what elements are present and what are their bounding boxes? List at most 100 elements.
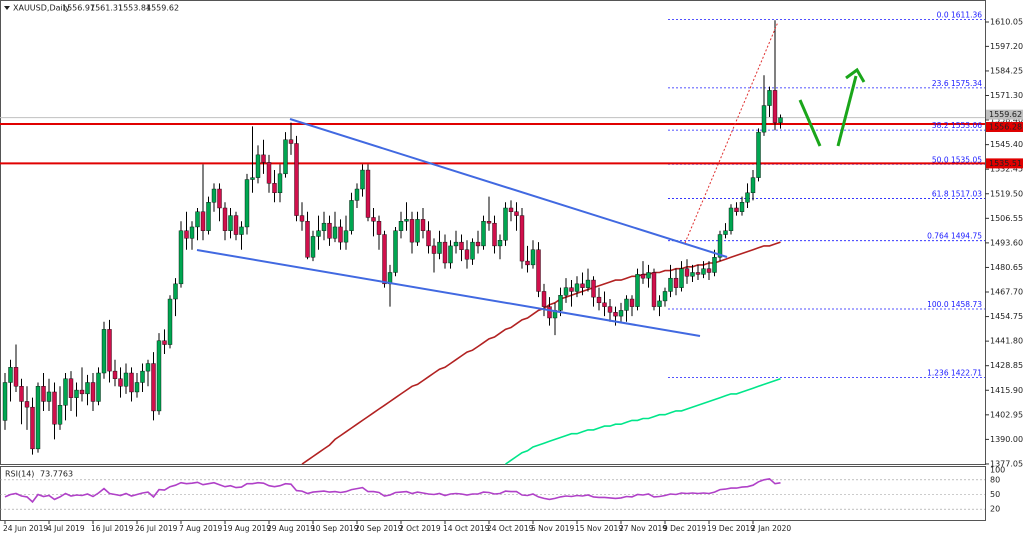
candle-body (475, 241, 481, 247)
candle-body (596, 296, 602, 304)
upper-trendline (289, 118, 728, 258)
candle-body (382, 234, 387, 285)
candle-body (673, 277, 679, 288)
y-tick-label: 1584.25 (990, 66, 1023, 75)
candle-body (57, 405, 63, 425)
candle-body (657, 300, 662, 307)
fib-label: 61.8 1517.03 (932, 189, 982, 198)
y-tick-label: 1558.40 (990, 115, 1023, 124)
candle-body (481, 221, 486, 247)
candle-body (8, 367, 13, 383)
y-tick-label: 1415.90 (990, 386, 1023, 395)
candle-body (585, 279, 591, 288)
candle-body (101, 329, 107, 374)
candle-body (283, 139, 288, 175)
y-tick-label: 1402.95 (990, 410, 1023, 419)
candle-body (635, 274, 640, 307)
candle-body (756, 131, 761, 178)
symbol: XAUUSD,Daily (13, 4, 70, 13)
price-box (986, 109, 1023, 120)
y-tick-label: 1519.50 (990, 189, 1023, 198)
price-box-label: 1535.51 (989, 159, 1022, 168)
price-box-label: 1559.62 (989, 110, 1022, 119)
candle-body (277, 173, 283, 194)
candle-body (206, 202, 211, 231)
candle-body (140, 370, 145, 383)
green-arrow (798, 99, 822, 147)
fib-label: 50.0 1535.05 (932, 155, 982, 164)
header: XAUUSD,Daily 1556.97 1561.31 1553.84 155… (4, 4, 179, 13)
y-tick-label: 1390.00 (990, 435, 1023, 444)
candle-body (695, 272, 701, 275)
candle-body (514, 211, 519, 216)
candle-body (613, 312, 618, 317)
candle-body (547, 306, 552, 319)
candle-body (739, 202, 745, 212)
x-tick-label: 15 Nov 2019 (575, 524, 623, 533)
candle-body (679, 268, 684, 288)
candle-body (448, 245, 453, 264)
lower-trendline (196, 249, 701, 337)
candle-body (365, 169, 371, 218)
candle-body (591, 279, 596, 298)
candle-body (409, 219, 415, 243)
candle-layer (2, 20, 783, 455)
candle-body (761, 105, 767, 133)
x-tick-label: 19 Aug 2019 (223, 524, 271, 533)
rsi-tick-label: 100 (990, 466, 1005, 475)
candle-body (602, 302, 607, 307)
header-open: 1556.97 (62, 4, 95, 13)
candle-body (492, 222, 497, 247)
candle-body (426, 230, 431, 247)
x-tick-label: 29 Aug 2019 (267, 524, 315, 533)
x-tick-label: 24 Oct 2019 (487, 524, 534, 533)
candle-body (145, 363, 151, 372)
candle-body (750, 177, 756, 194)
price-box-label: 1556.28 (989, 122, 1022, 131)
candle-body (651, 272, 657, 307)
candle-body (173, 283, 178, 300)
candle-body (360, 169, 365, 190)
candle-body (349, 200, 354, 231)
candle-body (618, 310, 624, 317)
fib-label: 23.6 1575.34 (932, 79, 982, 88)
candle-body (79, 389, 85, 395)
candle-body (167, 298, 173, 345)
candle-body (24, 401, 30, 408)
y-tick-label: 1467.70 (990, 288, 1023, 297)
candle-body (222, 207, 228, 231)
candle-body (316, 230, 321, 237)
x-tick-label: 2 Jan 2020 (751, 524, 791, 533)
x-tick-label: 10 Sep 2019 (311, 524, 359, 533)
candle-body (398, 221, 404, 231)
x-tick-label: 19 Dec 2019 (707, 524, 755, 533)
candle-body (195, 211, 200, 228)
candle-body (442, 241, 448, 264)
fib-label: 0.764 1494.75 (927, 232, 982, 241)
candle-body (497, 240, 503, 247)
candle-body (178, 230, 184, 285)
fib-label: 0.0 1611.36 (937, 11, 983, 20)
candle-body (327, 222, 332, 239)
candle-body (68, 378, 74, 398)
x-tick-label: 5 Nov 2019 (531, 524, 574, 533)
header-high: 1561.31 (90, 4, 123, 13)
candle-body (569, 287, 574, 292)
candle-body (728, 207, 734, 231)
candle-body (778, 117, 783, 123)
y-tick-label: 1571.30 (990, 91, 1023, 100)
candle-body (112, 370, 118, 379)
candle-body (305, 221, 310, 258)
candle-body (255, 154, 261, 178)
candle-body (134, 382, 140, 393)
candle-body (118, 378, 123, 387)
header-close: 1559.62 (146, 4, 179, 13)
y-tick-label: 1454.75 (990, 312, 1023, 321)
x-tick-label: 7 Aug 2019 (179, 524, 222, 533)
candle-body (74, 389, 79, 398)
candle-body (63, 378, 68, 406)
candle-body (299, 215, 305, 222)
moving-average (505, 377, 781, 465)
candle-body (684, 268, 690, 277)
candle-body (437, 241, 442, 254)
